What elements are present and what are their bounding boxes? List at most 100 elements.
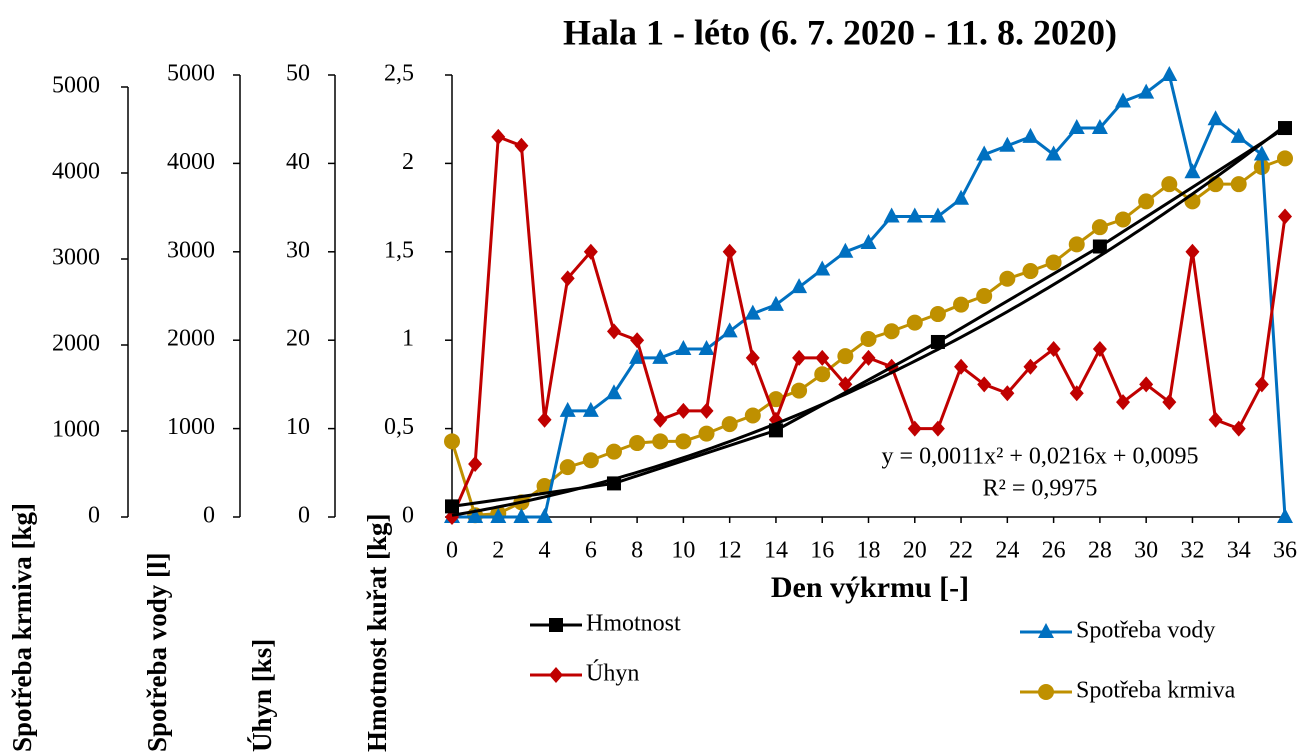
marker	[838, 376, 853, 393]
marker	[930, 334, 945, 349]
x-tick-label: 26	[1042, 538, 1066, 564]
y-tick-label: 10	[286, 414, 310, 440]
x-tick-label: 16	[810, 538, 834, 564]
y-tick-label: 4000	[52, 159, 100, 185]
marker	[1162, 394, 1177, 411]
marker	[861, 349, 876, 366]
marker	[907, 420, 922, 437]
marker	[1045, 254, 1062, 271]
marker	[1253, 145, 1270, 161]
marker	[976, 287, 993, 304]
marker	[1161, 176, 1178, 193]
legend-label: Spotřeba krmiva	[1076, 678, 1236, 704]
y-tick-label: 1,5	[384, 237, 414, 263]
y-tick-label: 0	[298, 503, 310, 529]
marker	[767, 391, 784, 408]
marker	[1038, 684, 1054, 700]
y-tick-label: 20	[286, 326, 310, 352]
y-tick-label: 0	[203, 503, 215, 529]
marker	[814, 260, 831, 276]
marker	[1254, 376, 1269, 393]
marker	[953, 296, 970, 313]
marker	[1278, 121, 1292, 136]
marker	[953, 189, 970, 205]
marker	[513, 508, 530, 523]
legend-label: Úhyn	[586, 660, 639, 687]
marker	[1116, 394, 1131, 411]
marker	[583, 243, 598, 260]
marker	[721, 322, 738, 338]
y-tick-label: 4000	[167, 149, 215, 175]
marker	[1115, 92, 1132, 108]
marker	[1115, 211, 1132, 228]
marker	[1068, 119, 1085, 135]
marker	[1138, 193, 1155, 210]
marker	[653, 411, 668, 428]
x-tick-label: 34	[1227, 538, 1251, 564]
marker	[1022, 263, 1039, 280]
marker	[676, 402, 691, 419]
x-tick-label: 14	[764, 538, 788, 564]
marker	[1277, 150, 1293, 167]
marker	[1091, 119, 1108, 135]
marker	[537, 411, 552, 428]
marker	[999, 270, 1016, 287]
y-tick-label: 1	[402, 326, 414, 352]
marker	[860, 330, 877, 347]
legend-label: Hmotnost	[586, 611, 681, 637]
marker	[1069, 385, 1084, 402]
marker	[629, 435, 646, 452]
marker	[630, 332, 645, 349]
marker	[490, 508, 507, 523]
x-tick-label: 36	[1273, 538, 1297, 564]
marker	[906, 314, 923, 331]
marker	[1277, 508, 1293, 523]
legend-label: Spotřeba vody	[1076, 618, 1215, 644]
marker	[977, 376, 992, 393]
marker	[444, 433, 460, 450]
y-tick-label: 0	[88, 503, 100, 529]
y-tick-label: 2000	[52, 331, 100, 357]
marker	[491, 128, 506, 145]
marker	[1139, 376, 1154, 393]
marker	[722, 243, 737, 260]
x-tick-label: 4	[539, 538, 551, 564]
marker	[1184, 163, 1201, 179]
marker	[1022, 127, 1039, 143]
marker	[930, 420, 945, 437]
marker	[929, 207, 946, 223]
marker	[1046, 341, 1061, 358]
marker	[1185, 243, 1200, 260]
marker	[1091, 219, 1108, 236]
y-tick-label: 1000	[52, 417, 100, 443]
marker	[999, 136, 1016, 152]
trend-line	[451, 124, 1286, 517]
x-tick-label: 24	[995, 538, 1019, 564]
marker	[744, 304, 761, 320]
marker	[467, 508, 484, 523]
marker	[1161, 66, 1178, 81]
marker	[837, 348, 854, 365]
marker	[605, 443, 622, 460]
marker	[837, 242, 854, 258]
marker	[744, 407, 761, 424]
marker	[906, 207, 923, 223]
y-tick-label: 3000	[167, 237, 215, 263]
marker	[976, 145, 993, 161]
x-tick-label: 28	[1088, 538, 1112, 564]
y-axis-label: Spotřeba vody [l]	[142, 552, 172, 752]
x-tick-label: 6	[585, 538, 597, 564]
marker	[815, 349, 830, 366]
marker	[468, 455, 483, 472]
marker	[814, 366, 831, 383]
marker	[582, 401, 599, 417]
marker	[514, 137, 529, 154]
x-tick-label: 30	[1134, 538, 1158, 564]
marker	[883, 207, 900, 223]
marker	[699, 402, 714, 419]
marker	[675, 433, 692, 450]
marker	[1138, 83, 1155, 99]
y-axis-label: Hmotnost kuřat [kg]	[362, 513, 392, 752]
